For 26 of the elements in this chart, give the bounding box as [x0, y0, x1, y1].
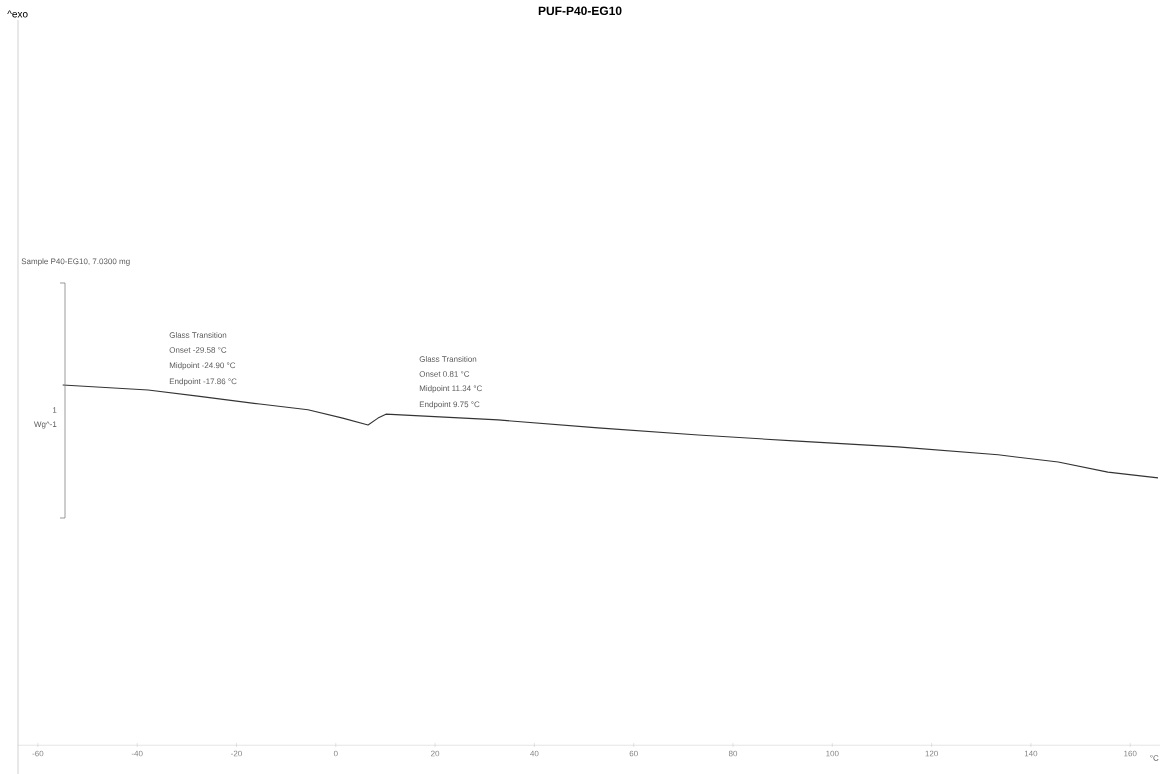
text: Onset -29.58 °C — [169, 347, 227, 353]
x-tick-label: -40 — [131, 750, 143, 757]
x-tick-label: -60 — [32, 750, 44, 757]
text: °C — [1150, 755, 1159, 761]
x-tick-label: 160 — [1124, 750, 1137, 757]
x-tick-label: 20 — [431, 750, 440, 757]
text: Glass Transition — [419, 356, 477, 362]
x-tick-label: 60 — [629, 750, 638, 757]
chart-title: PUF-P40-EG10 — [538, 6, 622, 16]
text: Sample P40-EG10, 7.0300 mg — [21, 258, 130, 266]
annotation: Endpoint -17.86 °C — [169, 378, 237, 386]
x-tick-label: 0 — [333, 750, 338, 757]
text: Midpoint -24.90 °C — [169, 362, 236, 370]
text: Glass Transition — [169, 332, 227, 338]
x-tick-label: 80 — [728, 750, 738, 757]
annotation: Midpoint 11.34 °C — [419, 385, 482, 393]
x-tick-label: -20 — [231, 750, 242, 757]
text: ^exo — [7, 10, 28, 18]
x-tick-label: 120 — [925, 750, 938, 757]
annotation: Endpoint 9.75 °C — [419, 401, 480, 409]
x-tick-label: 140 — [1024, 750, 1038, 757]
x-tick-label: 40 — [530, 750, 539, 757]
x-tick-label: 100 — [826, 750, 839, 757]
text: Onset 0.81 °C — [419, 371, 470, 377]
annotation: 1 — [52, 407, 57, 413]
annotation: Wg^-1 — [33, 421, 57, 429]
